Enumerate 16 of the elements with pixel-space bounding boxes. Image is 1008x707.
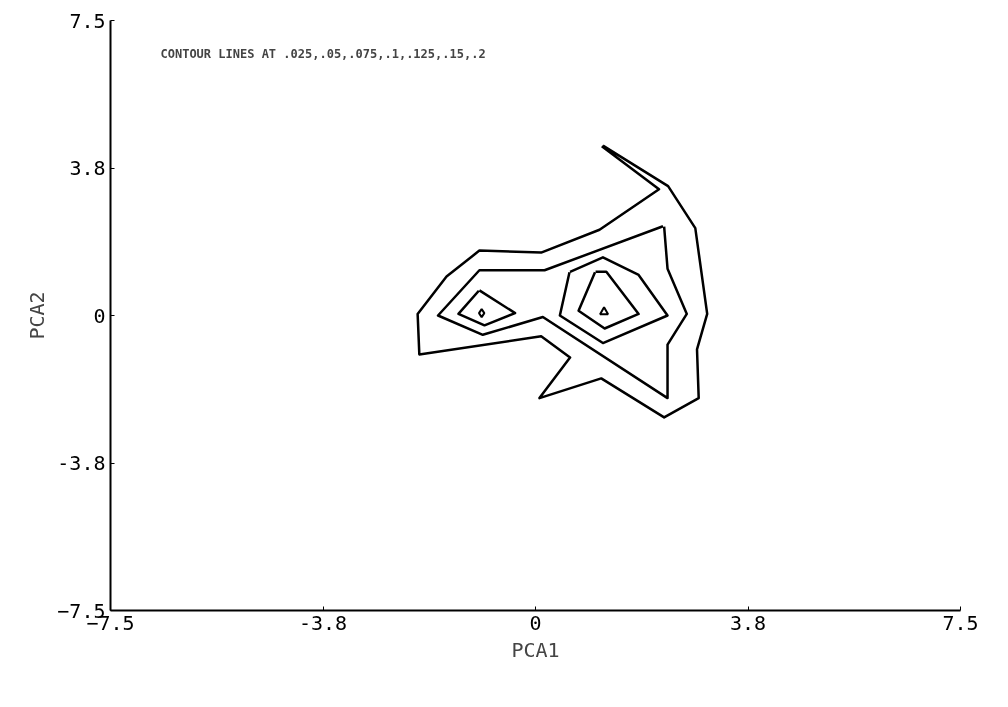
annotation: CONTOUR LINES AT .025,.05,.075,.1,.125,.15,.2 — [160, 46, 486, 61]
line-series — [558, 256, 669, 345]
y-tick-label: 3.8 — [69, 156, 106, 180]
x-tick-label: 3.8 — [729, 610, 767, 635]
y-tick-label: -3.8 — [57, 451, 106, 475]
line-series — [416, 144, 709, 419]
x-tick-label: 0 — [529, 610, 542, 635]
x-tick-label: -3.8 — [298, 610, 348, 635]
x-axis-title: PCA1 — [511, 637, 560, 662]
y-tick-label: 7.5 — [69, 8, 106, 33]
y-axis-title: PCA2 — [25, 291, 50, 340]
line-series — [577, 270, 640, 330]
line-series — [436, 224, 689, 400]
line-series — [457, 289, 517, 327]
x-tick-label: 7.5 — [942, 610, 979, 635]
y-tick-label: 0 — [93, 303, 106, 328]
